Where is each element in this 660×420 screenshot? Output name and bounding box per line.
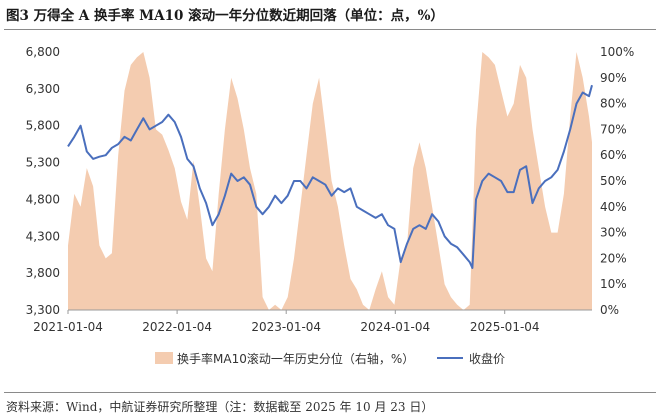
right-tick-label: 20% bbox=[600, 251, 627, 265]
x-tick-label: 2025-01-04 bbox=[470, 320, 540, 334]
legend-swatch-area bbox=[155, 352, 173, 364]
x-tick-label: 2021-01-04 bbox=[33, 320, 103, 334]
legend-swatch-line bbox=[437, 357, 463, 359]
legend-item-area: 换手率MA10滚动一年历史分位（右轴，%） bbox=[155, 347, 414, 369]
source-note: 资料来源：Wind，中航证券研究所整理（注：数据截至 2025 年 10 月 2… bbox=[6, 400, 434, 414]
series-line-close-price bbox=[67, 84, 593, 269]
right-tick-label: 80% bbox=[600, 97, 627, 111]
right-tick-label: 60% bbox=[600, 148, 627, 162]
left-tick-label: 5,300 bbox=[26, 156, 60, 170]
right-tick-label: 100% bbox=[600, 45, 634, 59]
left-tick-label: 4,800 bbox=[26, 192, 60, 206]
left-tick-label: 4,300 bbox=[26, 229, 60, 243]
title-rule bbox=[4, 29, 656, 30]
right-tick-label: 90% bbox=[600, 71, 627, 85]
footer-rule bbox=[4, 392, 656, 393]
left-tick-label: 5,800 bbox=[26, 119, 60, 133]
legend-item-line: 收盘价 bbox=[437, 347, 505, 369]
left-tick-label: 3,800 bbox=[26, 266, 60, 280]
left-tick-label: 6,800 bbox=[26, 45, 60, 59]
x-tick-label: 2024-01-04 bbox=[360, 320, 430, 334]
right-tick-label: 40% bbox=[600, 200, 627, 214]
chart-canvas: 6,800 6,300 5,800 5,300 4,800 4,300 3,800 3,300… bbox=[26, 45, 635, 334]
right-tick-label: 30% bbox=[600, 226, 627, 240]
right-tick-label: 0% bbox=[600, 303, 619, 317]
right-tick-label: 70% bbox=[600, 122, 627, 136]
legend: 换手率MA10滚动一年历史分位（右轴，%） 收盘价 bbox=[0, 347, 660, 369]
x-tick-label: 2022-01-04 bbox=[142, 320, 212, 334]
right-tick-label: 50% bbox=[600, 174, 627, 188]
legend-label-line: 收盘价 bbox=[469, 351, 506, 366]
left-tick-label: 3,300 bbox=[26, 303, 60, 317]
left-tick-label: 6,300 bbox=[26, 82, 60, 96]
legend-label-area: 换手率MA10滚动一年历史分位（右轴，%） bbox=[177, 351, 415, 366]
series-area-turnover-percentile bbox=[68, 52, 592, 310]
x-tick-label: 2023-01-04 bbox=[251, 320, 321, 334]
figure-title: 图3 万得全 A 换手率 MA10 滚动一年分位数近期回落（单位：点，%） bbox=[6, 8, 444, 24]
right-tick-label: 10% bbox=[600, 277, 627, 291]
